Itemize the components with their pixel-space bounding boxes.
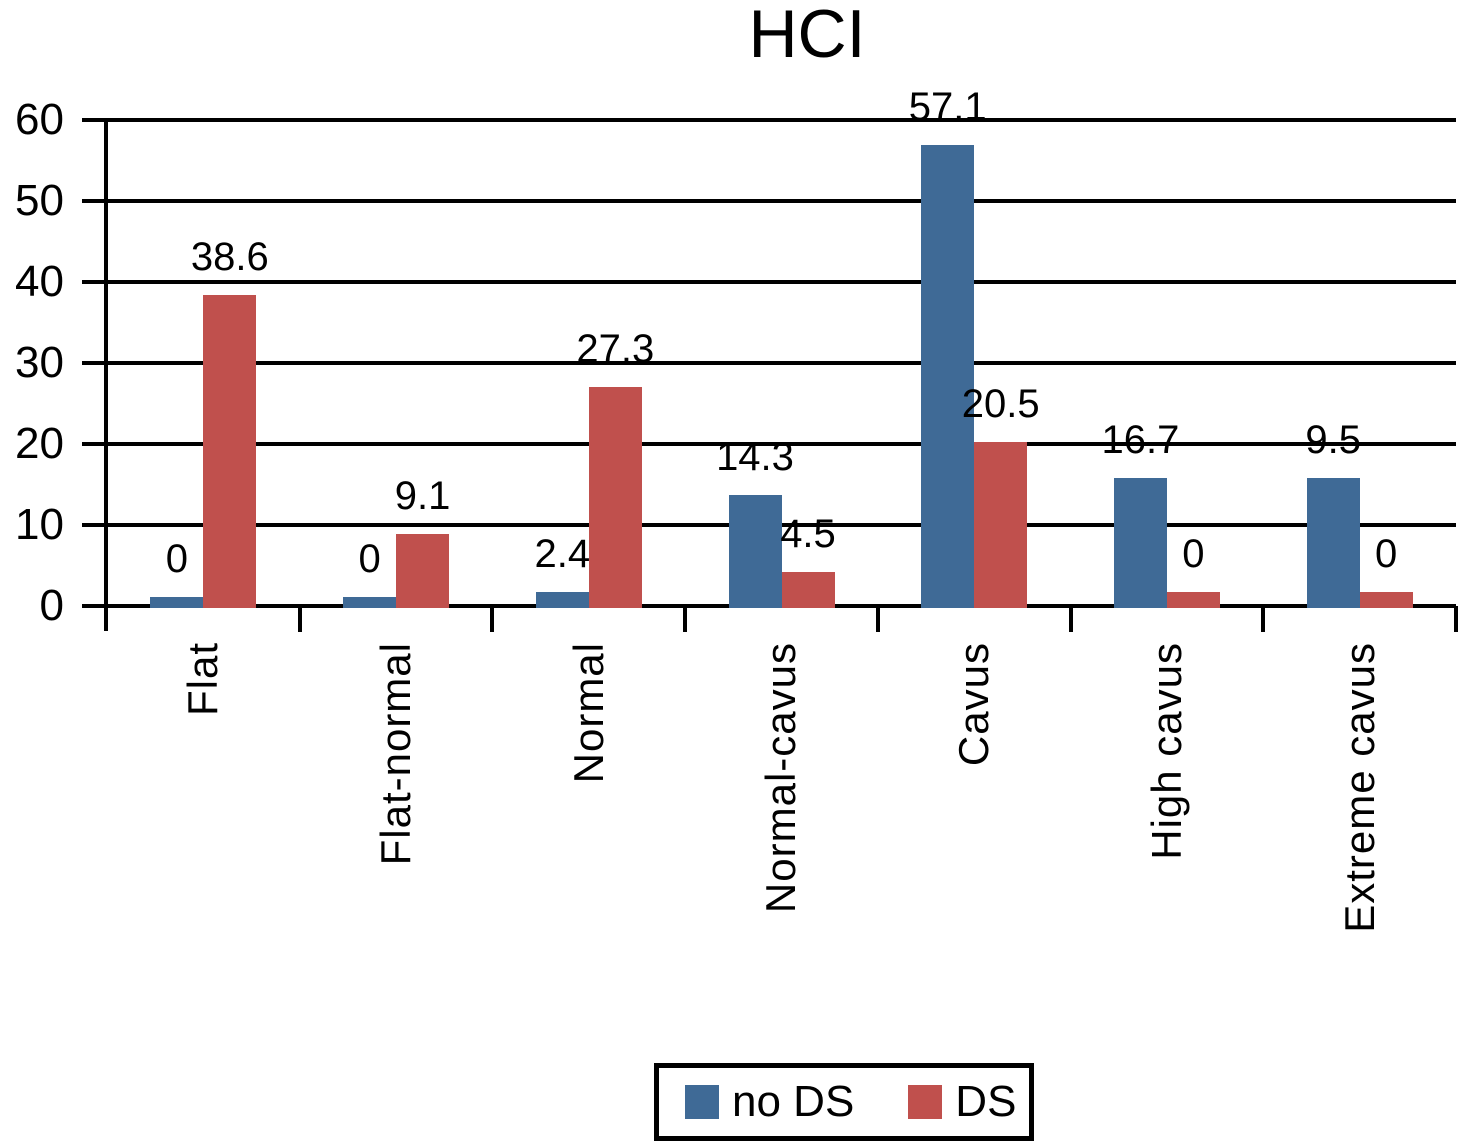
x-category-label: Cavus bbox=[950, 642, 998, 767]
legend-swatch-no-ds bbox=[685, 1085, 719, 1119]
x-category-label-cell: Flat-normal bbox=[300, 642, 493, 1042]
bar-value-label: 0 bbox=[1375, 532, 1398, 576]
x-category-label-cell: Normal bbox=[492, 642, 685, 1042]
x-category-label: Extreme cavus bbox=[1335, 642, 1383, 933]
x-category-label-cell: Extreme cavus bbox=[1263, 642, 1456, 1042]
bar-ds bbox=[781, 572, 835, 608]
bar-value-label: 14.3 bbox=[716, 435, 794, 479]
category-separator-tick bbox=[297, 606, 302, 632]
category-separator-tick bbox=[1454, 606, 1458, 632]
legend-label: no DS bbox=[732, 1077, 855, 1126]
legend: no DS DS bbox=[654, 1063, 1034, 1141]
x-category-label-cell: Cavus bbox=[878, 642, 1071, 1042]
bar-no-ds bbox=[343, 597, 397, 608]
category-separator-tick bbox=[875, 606, 880, 632]
y-tick-label: 20 bbox=[15, 419, 64, 468]
bar-value-label: 9.5 bbox=[1305, 418, 1361, 462]
bar-ds bbox=[396, 534, 450, 608]
category-separator-tick bbox=[683, 606, 688, 632]
gridline bbox=[82, 118, 1456, 122]
bar-value-label: 4.5 bbox=[780, 512, 836, 556]
legend-label: DS bbox=[955, 1077, 1017, 1126]
category-separator-tick bbox=[1068, 606, 1073, 632]
bar-no-ds bbox=[1306, 478, 1360, 608]
x-category-label-cell: Normal-cavus bbox=[685, 642, 878, 1042]
gridline bbox=[82, 442, 1456, 446]
y-tick-label: 10 bbox=[15, 500, 64, 549]
gridline bbox=[82, 280, 1456, 284]
x-category-label: Normal-cavus bbox=[757, 642, 805, 914]
category-separator-tick bbox=[490, 606, 495, 632]
y-tick-label: 40 bbox=[15, 257, 64, 306]
category-separator-tick bbox=[1261, 606, 1266, 632]
bar-no-ds bbox=[1113, 478, 1167, 608]
bar-no-ds bbox=[535, 592, 589, 608]
bar-ds bbox=[974, 442, 1028, 608]
x-category-label-cell: High cavus bbox=[1071, 642, 1264, 1042]
x-category-label: Flat bbox=[179, 642, 227, 717]
bar-value-label: 0 bbox=[358, 537, 381, 581]
bar-ds bbox=[203, 295, 257, 608]
y-tick-label: 60 bbox=[15, 95, 64, 144]
bar-no-ds bbox=[728, 495, 782, 608]
y-tick-label: 50 bbox=[15, 176, 64, 225]
y-axis-line bbox=[104, 118, 108, 631]
bar-no-ds bbox=[921, 145, 975, 608]
bar-value-label: 27.3 bbox=[576, 327, 655, 371]
x-category-label: High cavus bbox=[1142, 642, 1190, 860]
x-category-label: Normal bbox=[564, 642, 612, 784]
bar-value-label: 0 bbox=[165, 537, 188, 581]
bar-value-label: 16.7 bbox=[1101, 418, 1180, 462]
bar-value-label: 57.1 bbox=[908, 85, 987, 129]
gridline bbox=[82, 361, 1456, 365]
bar-ds bbox=[1359, 592, 1413, 608]
bar-value-label: 0 bbox=[1182, 532, 1205, 576]
y-tick-label: 0 bbox=[39, 581, 64, 630]
x-category-label-cell: Flat bbox=[107, 642, 300, 1042]
bar-value-label: 38.6 bbox=[190, 235, 269, 279]
gridline bbox=[82, 199, 1456, 203]
legend-swatch-ds bbox=[908, 1085, 943, 1119]
x-category-label: Flat-normal bbox=[372, 642, 420, 866]
bar-ds bbox=[1166, 592, 1220, 608]
y-tick-label: 30 bbox=[15, 338, 64, 387]
bar-value-label: 20.5 bbox=[961, 382, 1040, 426]
bar-value-label: 9.1 bbox=[394, 474, 451, 518]
bar-no-ds bbox=[150, 597, 204, 608]
bar-value-label: 2.4 bbox=[534, 532, 591, 576]
chart-title: HCI bbox=[748, 0, 866, 72]
bar-ds bbox=[588, 387, 642, 608]
